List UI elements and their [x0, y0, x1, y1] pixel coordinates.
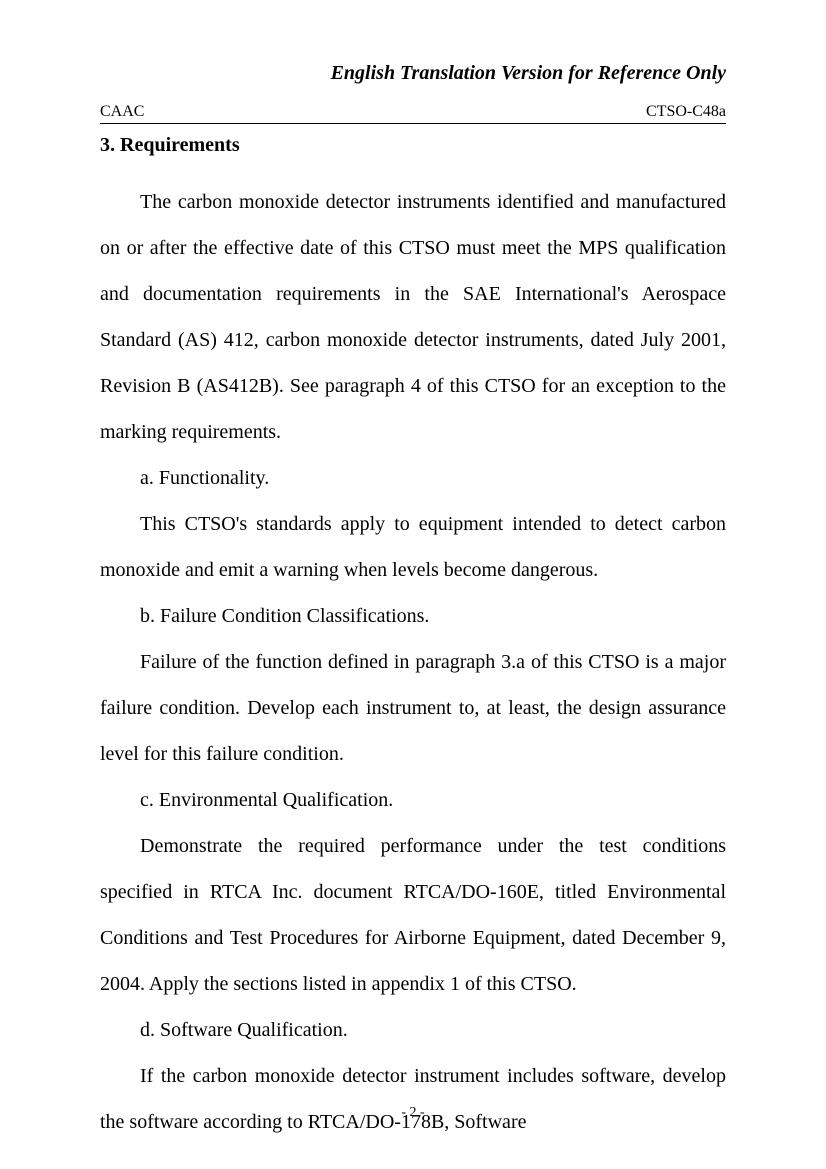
sub-d-label: d. Software Qualification. [100, 1007, 726, 1053]
header-row: CAAC CTSO-C48a [100, 103, 726, 124]
header-right: CTSO-C48a [646, 103, 726, 121]
sub-d-body: If the carbon monoxide detector instrume… [100, 1053, 726, 1145]
header-left: CAAC [100, 103, 144, 121]
sub-a-body: This CTSO's standards apply to equipment… [100, 501, 726, 593]
sub-a-label: a. Functionality. [100, 455, 726, 501]
paragraph-main: The carbon monoxide detector instruments… [100, 179, 726, 455]
section-heading: 3. Requirements [100, 134, 726, 157]
page-number: - 2 - [0, 1105, 826, 1121]
sub-b-body: Failure of the function defined in parag… [100, 639, 726, 777]
sub-b-label: b. Failure Condition Classifications. [100, 593, 726, 639]
sub-c-body: Demonstrate the required performance und… [100, 823, 726, 1007]
header-title: English Translation Version for Referenc… [100, 62, 726, 85]
body-text: The carbon monoxide detector instruments… [100, 179, 726, 1145]
sub-c-label: c. Environmental Qualification. [100, 777, 726, 823]
